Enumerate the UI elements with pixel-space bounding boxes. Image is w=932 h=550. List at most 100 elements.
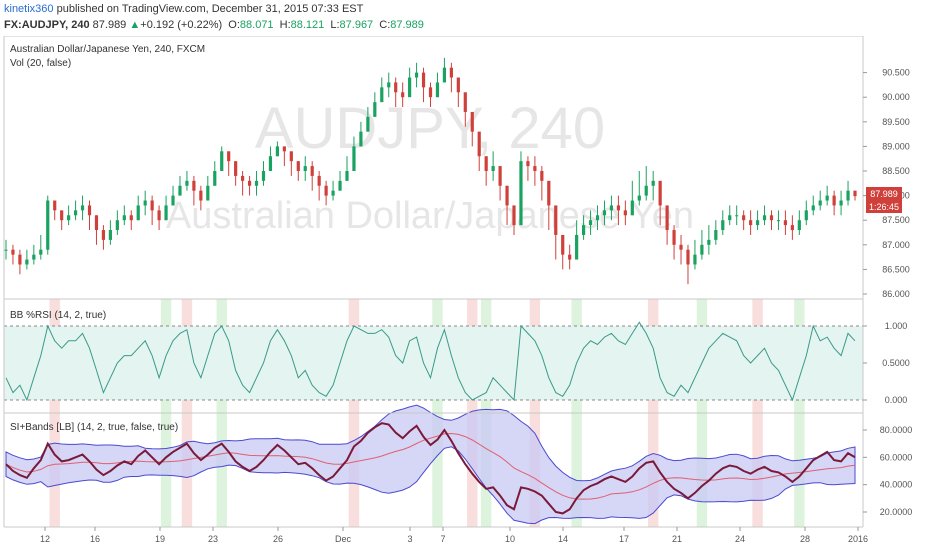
si-axis[interactable]: 20.0000 40.0000 60.0000 80.0000 — [863, 425, 912, 517]
candle-body — [616, 205, 620, 211]
price-tick-label: 86.500 — [882, 264, 910, 274]
candle-body — [491, 166, 495, 171]
candle-body — [790, 225, 794, 231]
candle-body — [721, 220, 725, 231]
candle-body — [839, 200, 843, 206]
time-tick-label: 21 — [672, 534, 682, 544]
candle-body — [303, 166, 307, 171]
rsi-tick-label: 1.000 — [885, 321, 908, 331]
candle-body — [463, 92, 467, 112]
candle-body — [122, 215, 126, 221]
si-tick-label: 20.0000 — [880, 507, 913, 517]
candle-body — [213, 171, 217, 186]
time-tick-label: 14 — [558, 534, 568, 544]
candle-body — [484, 156, 488, 171]
price-tick-label: 87.000 — [882, 240, 910, 250]
candle-body — [46, 200, 50, 250]
price-tick-label: 90.500 — [882, 68, 910, 78]
time-tick-label: 23 — [208, 534, 218, 544]
candle-body — [602, 210, 607, 216]
time-tick-label: 10 — [505, 534, 515, 544]
candle-body — [783, 220, 788, 226]
candle-body — [797, 220, 801, 231]
candle-body — [811, 205, 815, 211]
si-ma-line — [5, 432, 856, 500]
candle-body — [331, 190, 335, 196]
candle-body — [157, 210, 161, 221]
candle-body — [637, 195, 641, 201]
candle-body — [206, 185, 210, 201]
pane-borders — [3, 36, 864, 528]
candle-body — [658, 180, 662, 206]
candle-body — [115, 220, 119, 231]
candle-body — [18, 254, 22, 265]
candle-body — [247, 180, 252, 186]
time-tick-label: 17 — [619, 534, 629, 544]
candle-body — [80, 205, 85, 211]
candle-body — [94, 215, 99, 231]
rsi-pane[interactable]: BB %RSI (14, 2, true) — [4, 310, 863, 402]
candle-body — [345, 171, 349, 181]
candle-body — [227, 151, 231, 162]
candle-body — [310, 166, 314, 176]
candle-body — [693, 254, 697, 265]
time-tick-label: 2016 — [848, 534, 868, 544]
publish-line: kinetix360 published on TradingView.com,… — [4, 3, 363, 15]
candle-body — [449, 67, 453, 78]
tradingview-chart[interactable]: AUDJPY, 240 Australian Dollar/Japanese Y… — [0, 36, 932, 550]
candle-body — [289, 151, 293, 162]
last-price: 87.989 — [92, 19, 127, 31]
candle-body — [609, 205, 614, 211]
time-tick-label: 24 — [735, 534, 745, 544]
low-value: 87.967 — [339, 19, 374, 31]
author-link[interactable]: kinetix360 — [4, 3, 54, 15]
candle-body — [25, 259, 29, 265]
candle-body — [533, 166, 537, 171]
candle-body — [129, 215, 133, 221]
time-tick-label: 26 — [273, 534, 283, 544]
candle-body — [143, 200, 147, 206]
rsi-axis[interactable]: 0.000 0.5000 1.000 — [863, 321, 910, 405]
price-pane[interactable]: AUDJPY, 240 Australian Dollar/Japanese Y… — [4, 44, 857, 285]
volume-study-label: Vol (20, false) — [10, 58, 71, 69]
watermark-name: Australian Dollar/Japanese Yen — [166, 195, 694, 237]
si-pane[interactable]: SI+Bands [LB] (14, 2, true, false, true) — [5, 404, 856, 525]
candle-body — [394, 82, 398, 93]
rsi-title: BB %RSI (14, 2, true) — [10, 310, 106, 321]
candle-body — [762, 215, 767, 221]
time-axis[interactable]: 12 16 19 23 26 Dec 3 7 10 14 17 21 24 28 2016 — [40, 527, 868, 544]
candle-body — [651, 180, 655, 186]
candle-body — [317, 175, 321, 186]
si-bands — [5, 404, 856, 525]
time-tick-label: 7 — [440, 534, 445, 544]
candle-body — [547, 180, 551, 206]
candle-body — [588, 220, 593, 226]
si-line — [5, 422, 856, 515]
candle-body — [428, 87, 433, 98]
candle-body — [192, 180, 196, 191]
candle-body — [408, 77, 412, 98]
candle-body — [261, 171, 266, 181]
price-tick-label: 87.500 — [882, 215, 910, 225]
up-arrow-icon: ▲ — [129, 19, 141, 31]
candle-body — [352, 146, 356, 171]
last-price-label: 87.989 — [870, 189, 898, 199]
candle-body — [421, 72, 426, 88]
candle-body — [755, 220, 760, 226]
time-tick-label: 3 — [407, 534, 412, 544]
candle-body — [435, 82, 440, 98]
candle-body — [359, 131, 363, 147]
time-tick-label: Dec — [335, 534, 352, 544]
time-tick-label: 16 — [90, 534, 100, 544]
candle-body — [568, 254, 572, 260]
rsi-line — [5, 321, 856, 402]
candle-body — [707, 239, 711, 245]
candle-body — [32, 254, 36, 260]
candle-body — [477, 131, 481, 157]
price-tick-label: 86.000 — [882, 289, 910, 299]
time-tick-label: 12 — [40, 534, 50, 544]
candle-body — [581, 225, 586, 235]
candle-body — [11, 249, 15, 255]
candle-body — [846, 190, 850, 201]
low-label: L: — [330, 19, 340, 31]
